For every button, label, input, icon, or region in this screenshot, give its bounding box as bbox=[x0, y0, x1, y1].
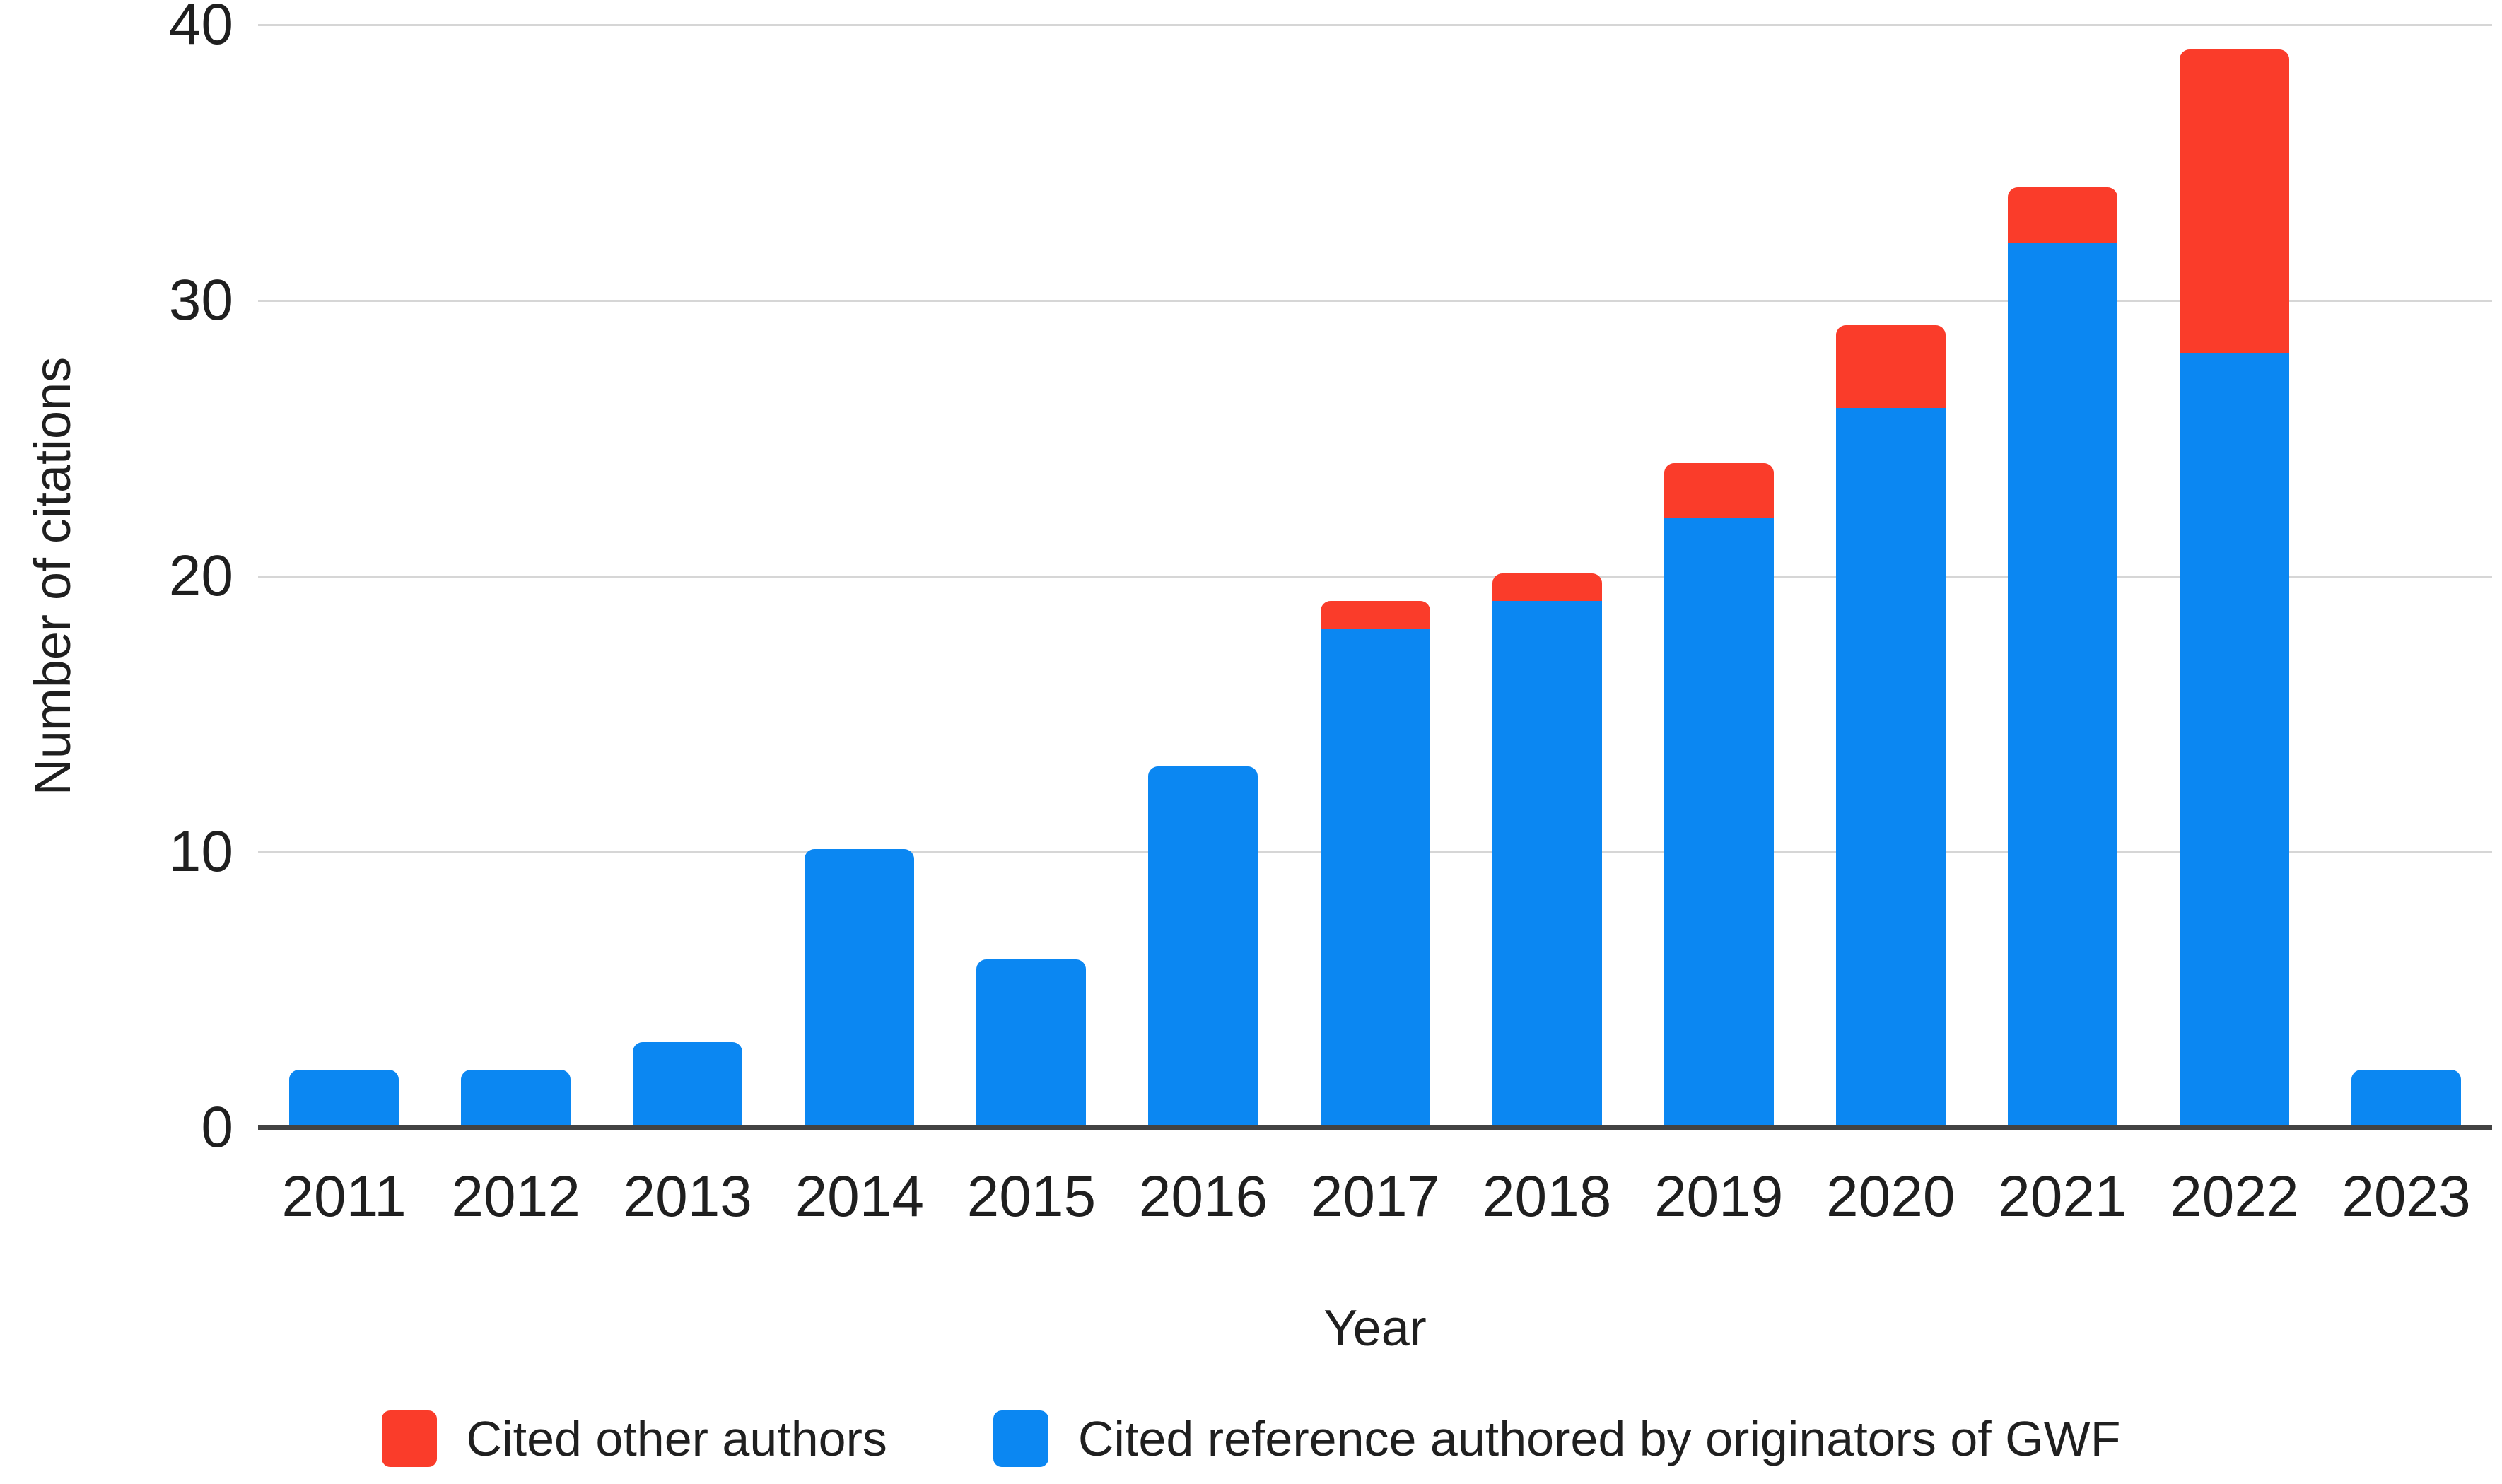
x-tick-label-2013: 2013 bbox=[623, 1164, 752, 1229]
bar-2016 bbox=[1148, 766, 1258, 1125]
bar-segment-gwf-originators-2022 bbox=[2179, 353, 2289, 1125]
legend-label: Cited other authors bbox=[466, 1411, 887, 1466]
plot-area bbox=[258, 22, 2492, 1130]
bar-slot-2018 bbox=[1461, 22, 1633, 1125]
gridline-30 bbox=[258, 300, 2492, 302]
bar-2017 bbox=[1320, 601, 1430, 1125]
bar-segment-gwf-originators-2013 bbox=[633, 1042, 743, 1125]
bar-slot-2013 bbox=[602, 22, 773, 1125]
bar-segment-gwf-originators-2016 bbox=[1148, 766, 1258, 1125]
bar-slot-2016 bbox=[1117, 22, 1289, 1125]
bar-segment-other-authors-2020 bbox=[1835, 325, 1946, 408]
bar-slot-2011 bbox=[258, 22, 430, 1125]
bar-segment-other-authors-2018 bbox=[1492, 573, 1602, 601]
bar-slot-2014 bbox=[773, 22, 945, 1125]
bar-segment-gwf-originators-2018 bbox=[1492, 601, 1602, 1125]
bar-segment-gwf-originators-2012 bbox=[461, 1070, 571, 1125]
bar-2015 bbox=[976, 959, 1087, 1125]
y-tick-label-20: 20 bbox=[168, 544, 233, 608]
bar-slot-2019 bbox=[1633, 22, 1805, 1125]
bar-segment-gwf-originators-2011 bbox=[289, 1070, 399, 1125]
bar-segment-gwf-originators-2017 bbox=[1320, 629, 1430, 1125]
x-tick-label-2019: 2019 bbox=[1654, 1164, 1784, 1229]
legend-label: Cited reference authored by originators … bbox=[1077, 1411, 2121, 1466]
x-tick-label-2018: 2018 bbox=[1482, 1164, 1612, 1229]
legend-swatch-icon bbox=[381, 1410, 437, 1467]
bar-slot-2022 bbox=[2149, 22, 2320, 1125]
x-tick-label-2012: 2012 bbox=[451, 1164, 580, 1229]
bar-2023 bbox=[2351, 1070, 2461, 1125]
bar-slot-2017 bbox=[1289, 22, 1461, 1125]
bars-container bbox=[258, 22, 2492, 1125]
x-tick-label-2011: 2011 bbox=[281, 1164, 407, 1229]
bar-segment-gwf-originators-2021 bbox=[2007, 243, 2117, 1125]
y-tick-label-10: 10 bbox=[168, 819, 233, 884]
gridline-20 bbox=[258, 576, 2492, 578]
bar-segment-gwf-originators-2019 bbox=[1664, 518, 1774, 1125]
bar-2011 bbox=[289, 1070, 399, 1125]
x-axis-title: Year bbox=[1323, 1300, 1427, 1357]
y-tick-label-40: 40 bbox=[168, 0, 233, 57]
bar-slot-2012 bbox=[430, 22, 602, 1125]
bar-segment-other-authors-2022 bbox=[2179, 49, 2289, 353]
bar-segment-gwf-originators-2014 bbox=[805, 849, 915, 1125]
bar-2021 bbox=[2007, 187, 2117, 1125]
bar-2022 bbox=[2179, 49, 2289, 1125]
x-tick-label-2017: 2017 bbox=[1310, 1164, 1440, 1229]
x-tick-label-2014: 2014 bbox=[795, 1164, 924, 1229]
x-tick-label-2020: 2020 bbox=[1826, 1164, 1956, 1229]
bar-2012 bbox=[461, 1070, 571, 1125]
bar-segment-other-authors-2021 bbox=[2007, 187, 2117, 243]
bar-slot-2020 bbox=[1805, 22, 1977, 1125]
x-tick-label-2021: 2021 bbox=[1998, 1164, 2127, 1229]
bar-2020 bbox=[1835, 325, 1946, 1125]
legend-swatch-icon bbox=[993, 1410, 1048, 1467]
bar-segment-gwf-originators-2023 bbox=[2351, 1070, 2461, 1125]
bar-slot-2015 bbox=[945, 22, 1117, 1125]
bar-segment-other-authors-2017 bbox=[1320, 601, 1430, 629]
x-axis-tick-labels: 2011 2012 2013 2014 2015 2016 2017 2018 2019 2020… bbox=[258, 1165, 2492, 1229]
x-tick-label-2016: 2016 bbox=[1138, 1164, 1268, 1229]
bar-segment-gwf-originators-2020 bbox=[1835, 408, 1946, 1125]
chart-legend: Cited other authors Cited reference autho… bbox=[0, 1410, 2502, 1467]
bar-segment-gwf-originators-2015 bbox=[976, 959, 1087, 1125]
x-tick-label-2015: 2015 bbox=[966, 1164, 1097, 1229]
legend-item-1: Cited reference authored by originators … bbox=[993, 1410, 2121, 1467]
bar-2018 bbox=[1492, 573, 1602, 1125]
x-tick-label-2022: 2022 bbox=[2170, 1164, 2299, 1229]
bar-2013 bbox=[633, 1042, 743, 1125]
bar-2019 bbox=[1664, 463, 1774, 1125]
bar-slot-2021 bbox=[1977, 22, 2149, 1125]
y-tick-label-0: 0 bbox=[201, 1095, 233, 1159]
bar-slot-2023 bbox=[2320, 22, 2492, 1125]
bar-2014 bbox=[805, 849, 915, 1125]
bar-segment-other-authors-2019 bbox=[1664, 463, 1774, 518]
y-tick-label-30: 30 bbox=[168, 268, 233, 332]
legend-item-0: Cited other authors bbox=[381, 1410, 887, 1467]
x-axis-line bbox=[258, 1125, 2492, 1130]
gridline-40 bbox=[258, 24, 2492, 26]
x-tick-label-2023: 2023 bbox=[2342, 1164, 2471, 1229]
